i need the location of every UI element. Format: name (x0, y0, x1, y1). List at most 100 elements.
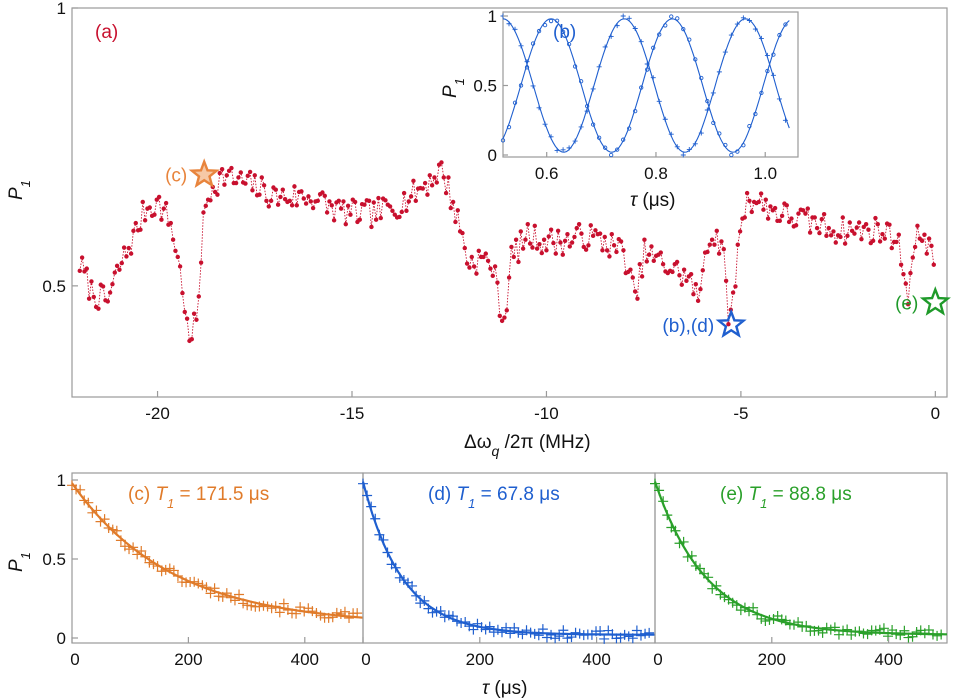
panel-b-point (759, 90, 764, 96)
panel-a-line (79, 161, 935, 342)
panel-a-point (476, 248, 481, 254)
panel-a-point (887, 222, 892, 227)
panel-a-point (303, 201, 309, 206)
panel-a-point (749, 209, 754, 215)
panel-a-point (889, 245, 894, 251)
panel-a-point (635, 296, 640, 301)
panel-a-point (140, 199, 145, 205)
panel-e-point (842, 624, 853, 635)
panel-a-point (896, 232, 901, 237)
panel-a-point (336, 198, 341, 204)
panel-a-point (677, 273, 682, 278)
panel-a-point (119, 260, 124, 266)
panel-a-point (796, 211, 801, 216)
panel-a-point (866, 227, 871, 232)
panel-c-xtick-label: 400 (291, 650, 319, 669)
panel-a-point (502, 315, 507, 320)
panel-b-point (620, 13, 626, 19)
panel-a-point (525, 221, 530, 227)
panel-a-point (474, 271, 479, 276)
panel-a-point (642, 237, 647, 242)
panel-a-point (600, 248, 605, 253)
panel-a-point (497, 313, 502, 319)
panel-a-point (114, 263, 120, 269)
panel-b-ytick-label: 1 (488, 7, 497, 26)
panel-e-fit-curve (653, 481, 947, 636)
panel-a-point (803, 211, 808, 216)
panel-a-point (469, 254, 474, 260)
panel-a-point (565, 231, 570, 237)
panel-a-point (191, 311, 197, 316)
panel-a-point (495, 280, 500, 285)
panel-a-xtick-label: -5 (733, 404, 748, 423)
panel-a-point (175, 254, 180, 260)
panel-a-ytick-label: 1 (57, 0, 66, 18)
panel-b-point (699, 75, 704, 81)
panel-a-point (247, 169, 253, 175)
panel-b-point (717, 131, 722, 136)
panel-c-title: (c) T1 = 171.5 μs (128, 484, 269, 511)
panel-a-point (856, 220, 862, 225)
panel-e-point (780, 615, 791, 626)
panel-b-point (662, 116, 668, 122)
panel-a-point (177, 264, 183, 269)
panel-a-point (537, 241, 542, 247)
panel-b-point (651, 45, 656, 50)
panel-a-point (544, 248, 549, 253)
panel-a-point (777, 218, 782, 224)
panel-e-point (776, 614, 787, 625)
panel-d-xtick-label: 0 (361, 650, 370, 669)
panel-a-point (133, 220, 138, 226)
panel-a-point (532, 223, 537, 229)
panel-a-point (378, 215, 383, 221)
panel-a-point (644, 259, 649, 264)
panel-e-xtick-label: 0 (653, 650, 662, 669)
panel-a-point (243, 181, 248, 186)
panel-a-point (509, 244, 514, 250)
panel-a-point (441, 175, 446, 180)
panel-a-point (161, 206, 166, 211)
panel-a-point (628, 267, 633, 272)
panel-a-point (168, 220, 173, 226)
panel-a-point (110, 281, 115, 287)
panel-b-point (614, 23, 620, 29)
panel-b-point (548, 134, 554, 140)
panel-a-point (793, 223, 799, 228)
panel-a-point (147, 205, 152, 210)
panel-b-point (518, 83, 524, 88)
panel-b-point (753, 111, 758, 117)
panel-b-point (609, 152, 614, 158)
panel-b-point (633, 109, 638, 114)
panel-a-point (709, 237, 715, 242)
panel-e-point (878, 623, 889, 634)
panel-a-point (854, 225, 859, 230)
panel-a-point (618, 239, 624, 244)
panel-b-point (776, 96, 782, 102)
panel-d-xlabel: τ (μs) (482, 678, 528, 699)
panel-c-point (344, 612, 355, 623)
panel-a-point (658, 250, 663, 255)
panel-a-point (912, 244, 918, 250)
panel-a-point (208, 198, 213, 203)
panel-a-point (96, 306, 101, 311)
panel-b-series (500, 13, 790, 158)
panel-a-point (609, 231, 614, 237)
panel-a-point (593, 228, 598, 233)
panel-a-point (534, 246, 540, 251)
panel-a-point (523, 237, 528, 242)
panel-a-point (287, 198, 292, 204)
panel-a-point (847, 220, 852, 225)
panel-a-point (824, 233, 829, 239)
panel-b-point (542, 22, 548, 28)
panel-e-title: (e) T1 = 88.8 μs (720, 484, 852, 511)
panel-b-point (566, 41, 572, 47)
panel-a-point (632, 289, 638, 294)
panel-b-point (536, 105, 542, 111)
panel-b-point (638, 39, 644, 45)
panel-a-point (462, 245, 467, 251)
panel-a-point (455, 208, 460, 213)
panel-a-point (376, 195, 381, 201)
panel-b-point (656, 98, 662, 104)
panel-b-point (560, 147, 566, 153)
panel-b-point (566, 145, 572, 151)
